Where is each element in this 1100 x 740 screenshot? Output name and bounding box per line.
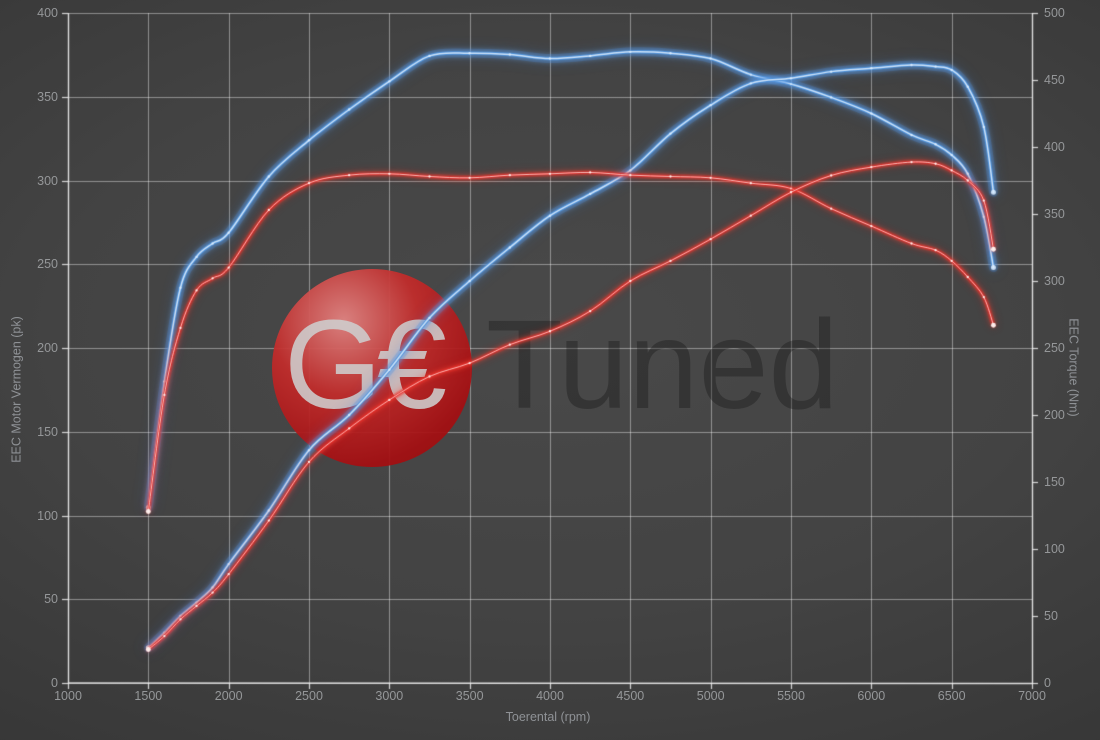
chart-curves-canvas [0, 0, 1100, 740]
